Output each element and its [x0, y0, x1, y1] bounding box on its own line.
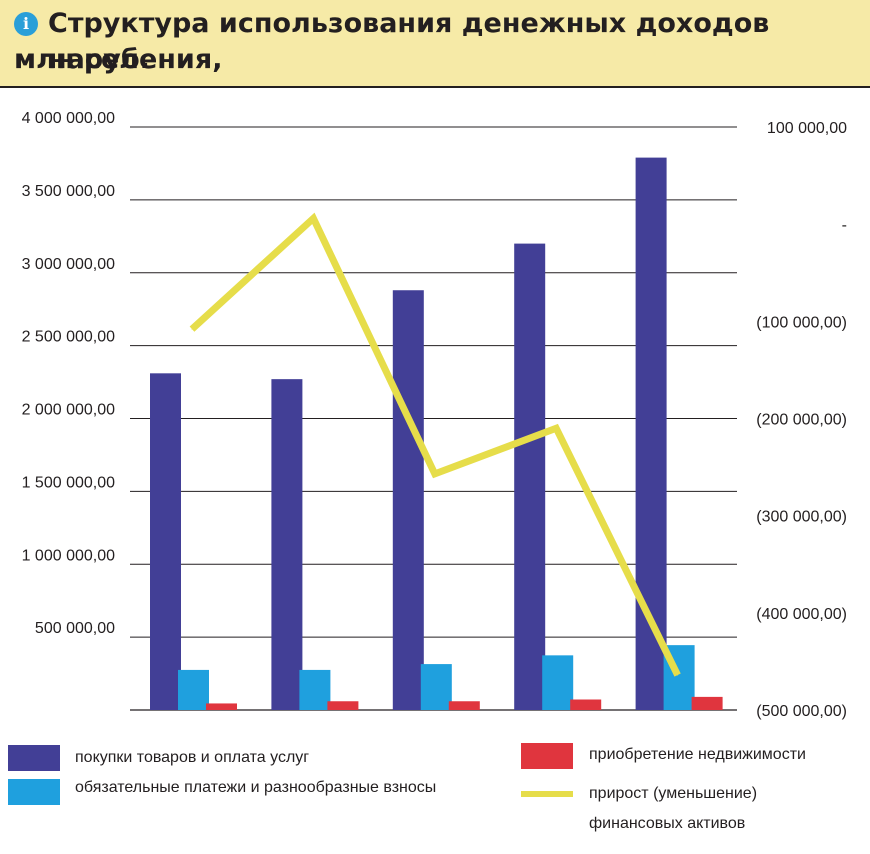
right-tick-label: 100 000,00 [767, 120, 847, 137]
bar-realty [206, 703, 237, 710]
right-tick-label: (200 000,00) [756, 412, 847, 429]
info-icon: i [14, 12, 38, 36]
legend-swatch-realty [521, 743, 573, 769]
line-point [312, 217, 314, 219]
legend-swatch-payments [8, 779, 60, 805]
legend-label-realty: приобретение недвижимости [589, 746, 806, 763]
bar-payments [420, 664, 452, 710]
chart-title: Структура использования денежных доходов… [48, 8, 770, 75]
bar-realty [570, 699, 602, 710]
bar-payments [178, 669, 209, 710]
right-tick-label: - [842, 217, 847, 234]
line-point [191, 328, 193, 330]
left-tick-label: 1 500 000,00 [22, 474, 116, 491]
bar-payments [299, 669, 331, 710]
right-tick-label: (400 000,00) [756, 606, 847, 623]
line-point [555, 427, 557, 429]
legend-swatch-purchases [8, 745, 60, 771]
left-tick-label: 4 000 000,00 [22, 110, 116, 127]
right-tick-label: (300 000,00) [756, 509, 847, 526]
bar-payments [542, 655, 574, 710]
left-tick-label: 500 000,00 [35, 620, 115, 637]
bar-series [150, 157, 723, 711]
bar-realty [327, 701, 359, 710]
left-tick-label: 2 500 000,00 [22, 329, 116, 346]
line-series [189, 212, 681, 677]
bar-purchases [514, 243, 546, 710]
bar-purchases [150, 373, 181, 710]
legend-label-payments: обязательные платежи и разнообразные взн… [75, 779, 437, 796]
header-banner: i Структура использования денежных доход… [0, 0, 870, 88]
left-axis-ticks: 500 000,00 1 000 000,00 1 500 000,00 2 000 … [22, 110, 116, 637]
line-point [677, 674, 679, 676]
bar-purchases [392, 290, 424, 710]
legend-swatch-assets [521, 791, 573, 797]
legend-label-assets-1: прирост (уменьшение) [589, 785, 758, 802]
bar-realty [691, 696, 723, 710]
left-tick-label: 3 500 000,00 [22, 183, 116, 200]
legend-label-purchases: покупки товаров и оплата услуг [75, 749, 310, 766]
bar-purchases [271, 379, 303, 710]
left-tick-label: 1 000 000,00 [22, 547, 116, 564]
left-tick-label: 2 000 000,00 [22, 402, 116, 419]
bar-realty [448, 701, 480, 710]
right-tick-label: (500 000,00) [756, 703, 847, 720]
chart-title-line2: млн руб. [14, 44, 150, 75]
legend-label-assets-2: финансовых активов [589, 815, 746, 832]
right-axis-ticks: (500 000,00) (400 000,00) (300 000,00) (200… [756, 120, 847, 720]
line-point [434, 473, 436, 475]
line-financial-assets [189, 212, 681, 677]
right-tick-label: (100 000,00) [756, 314, 847, 331]
left-tick-label: 3 000 000,00 [22, 256, 116, 273]
